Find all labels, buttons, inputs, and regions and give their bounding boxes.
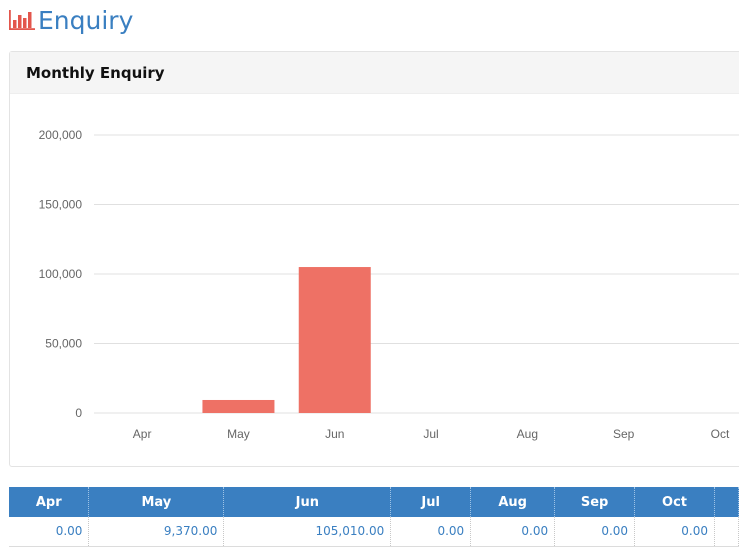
monthly-enquiry-table: Apr May Jun Jul Aug Sep Oct 0.00 9,370.0… xyxy=(9,487,739,547)
column-header[interactable]: Sep xyxy=(554,487,636,517)
table-cell: 0.00 xyxy=(9,517,90,547)
table-cell: 9,370.00 xyxy=(88,517,225,547)
column-header[interactable]: Apr xyxy=(9,487,90,517)
y-tick-label: 100,000 xyxy=(39,267,83,281)
table-cell: 0.00 xyxy=(554,517,636,547)
x-tick-label: Jul xyxy=(423,427,438,441)
monthly-enquiry-chart: 0 50,000 100,000 150,000 200,000 Apr May Jun Jul… xyxy=(39,128,739,441)
x-tick-label: Sep xyxy=(613,427,635,441)
page-title: Enquiry xyxy=(38,5,134,35)
y-tick-label: 150,000 xyxy=(39,198,83,212)
y-tick-label: 200,000 xyxy=(39,128,83,142)
table-cell: 0.00 xyxy=(390,517,472,547)
table-cell: 105,010.00 xyxy=(223,517,392,547)
x-tick-label: May xyxy=(227,427,250,441)
panel-title: Monthly Enquiry xyxy=(26,63,165,82)
x-tick-label: Oct xyxy=(711,427,730,441)
x-tick-label: Apr xyxy=(133,427,152,441)
chart-bar xyxy=(298,267,371,413)
column-header[interactable]: Jun xyxy=(223,487,392,517)
y-tick-label: 50,000 xyxy=(45,337,82,351)
column-header[interactable]: Aug xyxy=(470,487,556,517)
table-cell-overflow xyxy=(714,517,739,547)
table-header-row: Apr May Jun Jul Aug Sep Oct xyxy=(9,487,739,517)
x-tick-label: Aug xyxy=(517,427,538,441)
panel-header: Monthly Enquiry xyxy=(10,52,739,94)
monthly-enquiry-panel: Monthly Enquiry 0 50,000 100,000 150,000 200… xyxy=(9,51,739,467)
page-header: Enquiry xyxy=(8,4,133,36)
column-header[interactable]: Jul xyxy=(390,487,472,517)
column-header[interactable]: Oct xyxy=(634,487,715,517)
table-cell: 0.00 xyxy=(634,517,715,547)
x-tick-label: Jun xyxy=(325,427,344,441)
column-header[interactable]: May xyxy=(88,487,225,517)
chart-bar xyxy=(202,399,275,413)
column-header-overflow xyxy=(714,487,739,517)
bar-chart-icon xyxy=(8,9,36,31)
table-row: 0.00 9,370.00 105,010.00 0.00 0.00 0.00 … xyxy=(9,517,739,547)
table-cell: 0.00 xyxy=(470,517,556,547)
y-tick-label: 0 xyxy=(75,406,82,420)
